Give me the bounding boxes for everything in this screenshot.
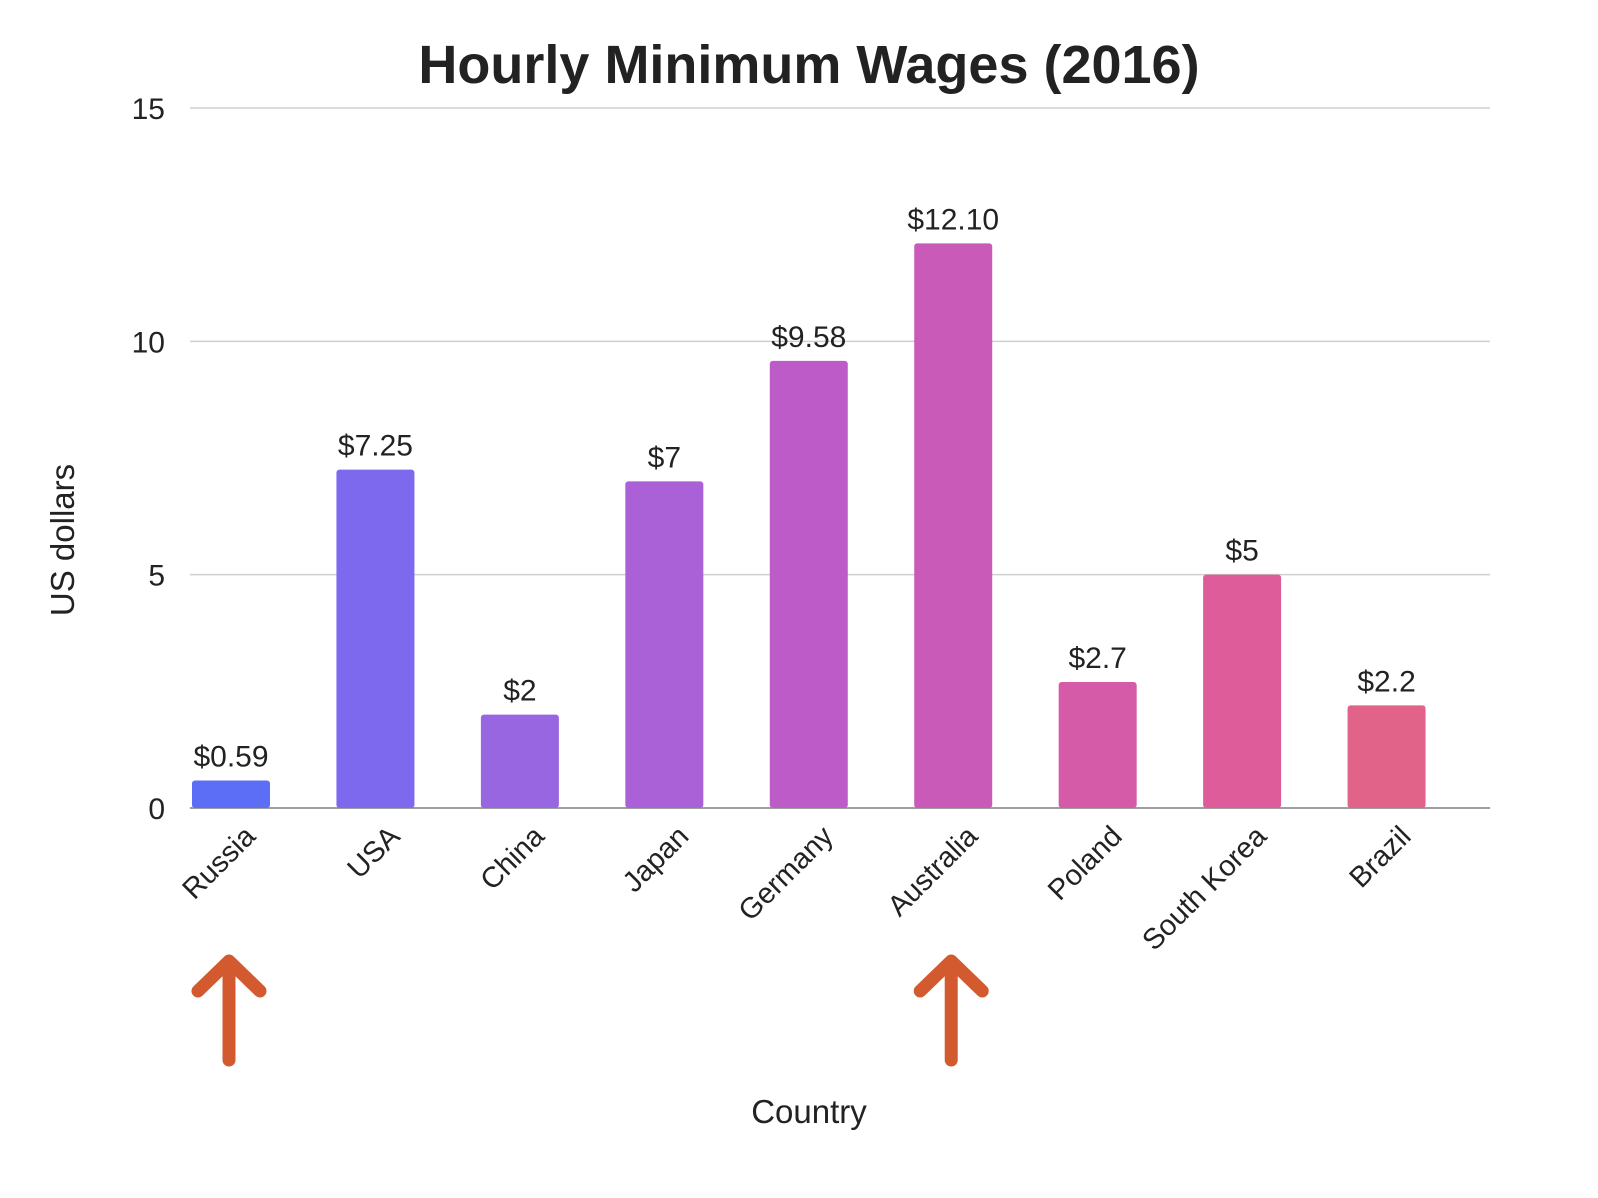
y-axis-ticks: 0 5 10 15: [132, 93, 165, 826]
x-tick-label: Poland: [1042, 820, 1128, 906]
bar-poland: [1058, 682, 1137, 808]
bar-usa: [336, 469, 415, 808]
data-label: $5: [1225, 535, 1258, 568]
x-axis-label: Country: [751, 1093, 867, 1130]
x-tick-label: Japan: [617, 820, 695, 898]
x-tick-label: Russia: [177, 820, 263, 906]
data-label: $0.59: [193, 740, 268, 773]
data-labels: $0.59 $7.25 $2 $7 $9.58 $12.10 $2.7 $5 $2.2: [193, 203, 1415, 773]
y-tick-label: 10: [132, 326, 165, 359]
x-tick-label: Australia: [882, 820, 985, 923]
arrow-russia-icon: [191, 954, 267, 1067]
y-axis-label: US dollars: [44, 464, 81, 616]
bar-russia: [192, 780, 270, 808]
data-label: $7: [648, 441, 681, 474]
annotation-arrows: [191, 954, 989, 1067]
data-label: $2: [503, 675, 536, 708]
x-tick-label: China: [475, 820, 552, 897]
arrow-australia-icon: [913, 954, 989, 1067]
data-label: $9.58: [771, 321, 846, 354]
data-label: $2.7: [1068, 642, 1126, 675]
chart-title: Hourly Minimum Wages (2016): [418, 35, 1199, 95]
bars: [192, 243, 1426, 809]
bar-japan: [625, 481, 704, 808]
y-tick-label: 5: [148, 560, 165, 593]
x-tick-label: Germany: [733, 820, 840, 927]
x-axis-categories: Russia USA China Japan Germany Australia Polan…: [177, 820, 1418, 957]
data-label: $12.10: [907, 203, 999, 236]
bar-brazil: [1347, 705, 1426, 808]
bar-south-korea: [1203, 574, 1282, 808]
bar-australia: [914, 243, 993, 809]
x-tick-label: USA: [342, 820, 407, 885]
bar-china: [480, 714, 559, 808]
data-label: $7.25: [338, 430, 413, 463]
x-tick-label: South Korea: [1136, 820, 1273, 957]
y-tick-label: 15: [132, 93, 165, 126]
x-tick-label: Brazil: [1344, 820, 1418, 894]
bar-germany: [769, 360, 848, 808]
data-label: $2.2: [1357, 665, 1415, 698]
y-tick-label: 0: [148, 793, 165, 826]
